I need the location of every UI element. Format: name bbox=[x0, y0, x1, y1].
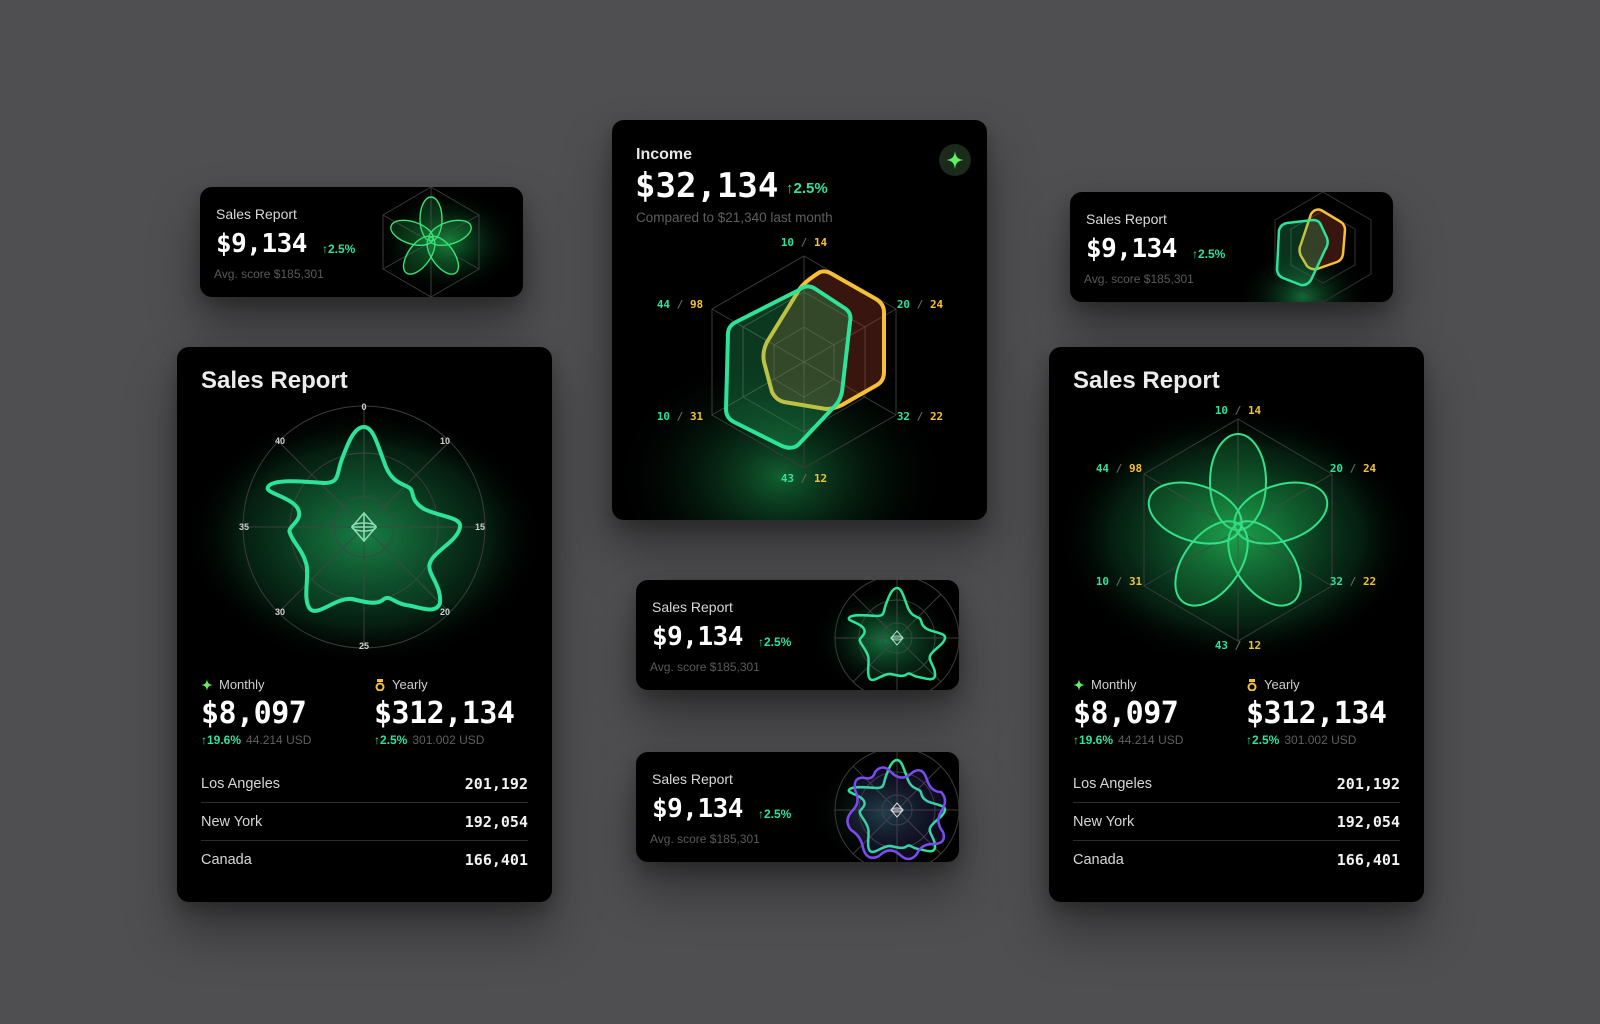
city-list: Los Angeles 201,192 New York 192,054 Canad… bbox=[201, 765, 528, 879]
sales-report-card-left[interactable]: Sales Report 0 10 bbox=[177, 347, 552, 902]
sales-amount: $9,134 bbox=[652, 794, 743, 824]
card-title: Sales Report bbox=[216, 206, 297, 222]
city-row[interactable]: Los Angeles 201,192 bbox=[201, 765, 528, 803]
diamond-logo-icon bbox=[350, 511, 378, 543]
petal-radar-chart: 10 / 14 20 / 24 32 / 22 43 / 12 10 / 31 … bbox=[1049, 402, 1424, 672]
avg-score: Avg. score $185,301 bbox=[214, 267, 324, 281]
diamond-logo-icon bbox=[890, 630, 904, 646]
svg-text:35: 35 bbox=[239, 522, 249, 532]
income-delta: ↑2.5% bbox=[786, 180, 828, 197]
svg-text:10 / 14: 10 / 14 bbox=[1215, 404, 1262, 417]
svg-text:32 / 22: 32 / 22 bbox=[1330, 575, 1376, 588]
city-row[interactable]: Los Angeles 201,192 bbox=[1073, 765, 1400, 803]
svg-text:25: 25 bbox=[359, 641, 369, 651]
monthly-label: Monthly bbox=[1091, 677, 1137, 692]
card-title: Sales Report bbox=[1086, 211, 1167, 227]
sparkle-icon bbox=[1073, 678, 1085, 691]
city-row[interactable]: Canada 166,401 bbox=[1073, 851, 1400, 869]
sales-report-card-small-mid-2[interactable]: Sales Report $9,134 ↑2.5% Avg. score $18… bbox=[636, 752, 959, 862]
avg-score: Avg. score $185,301 bbox=[650, 832, 760, 846]
sales-report-card-right[interactable]: Sales Report 10 / 14 20 / 24 32 / 2 bbox=[1049, 347, 1424, 902]
monthly-delta: ↑19.6% bbox=[1073, 733, 1114, 747]
monthly-value: $8,097 bbox=[1073, 696, 1179, 731]
yearly-delta: ↑2.5% bbox=[374, 733, 408, 747]
svg-text:20 / 24: 20 / 24 bbox=[897, 298, 944, 311]
sales-report-card-small-top-right[interactable]: Sales Report $9,134 ↑2.5% Avg. score $18… bbox=[1070, 192, 1393, 302]
sales-report-card-small-top-left[interactable]: Sales Report $9,134 ↑2.5% Avg. score $18… bbox=[200, 187, 523, 297]
wave-polar-thumbnail bbox=[809, 752, 959, 862]
income-axis-labels: 10 / 14 20 / 24 32 / 22 43 / 12 10 / 31 … bbox=[657, 236, 944, 485]
monthly-sub: 44.214 USD bbox=[246, 733, 312, 747]
delta-badge: ↑2.5% bbox=[1192, 247, 1226, 261]
svg-text:43 / 12: 43 / 12 bbox=[1215, 639, 1261, 652]
income-compare-text: Compared to $21,340 last month bbox=[636, 210, 833, 225]
monthly-delta: ↑19.6% bbox=[201, 733, 242, 747]
monthly-stat: Monthly $8,097 ↑19.6% 44.214 USD bbox=[1073, 677, 1183, 747]
sales-report-card-small-mid-1[interactable]: Sales Report $9,134 ↑2.5% Avg. score $18… bbox=[636, 580, 959, 690]
sales-amount: $9,134 bbox=[652, 622, 743, 652]
yearly-stat: Yearly $312,134 ↑2.5% 301.002 USD bbox=[1246, 677, 1387, 747]
card-title: Sales Report bbox=[201, 367, 348, 394]
monthly-label: Monthly bbox=[219, 677, 265, 692]
sparkle-icon bbox=[946, 151, 964, 169]
yearly-sub: 301.002 USD bbox=[412, 733, 485, 747]
income-title: Income bbox=[636, 146, 693, 163]
yearly-label: Yearly bbox=[392, 677, 428, 692]
card-title: Sales Report bbox=[652, 771, 733, 787]
diamond-logo-icon bbox=[890, 802, 904, 818]
svg-text:10 / 31: 10 / 31 bbox=[1096, 575, 1143, 588]
card-title: Sales Report bbox=[652, 599, 733, 615]
svg-text:40: 40 bbox=[275, 436, 285, 446]
svg-text:20: 20 bbox=[440, 607, 450, 617]
svg-text:32 / 22: 32 / 22 bbox=[897, 410, 943, 423]
dual-hexagon-radar-thumbnail bbox=[1243, 192, 1393, 302]
star-polar-thumbnail bbox=[809, 580, 959, 690]
polar-star-chart: 0 10 15 20 25 30 35 40 bbox=[177, 402, 552, 672]
svg-text:10: 10 bbox=[440, 436, 450, 446]
svg-text:10 / 14: 10 / 14 bbox=[781, 236, 828, 249]
yearly-label: Yearly bbox=[1264, 677, 1300, 692]
avg-score: Avg. score $185,301 bbox=[1084, 272, 1194, 286]
svg-text:44 / 98: 44 / 98 bbox=[657, 298, 703, 311]
polar-ticks: 0 10 15 20 25 30 35 40 bbox=[239, 402, 485, 651]
city-row[interactable]: New York 192,054 bbox=[1073, 803, 1400, 841]
city-list: Los Angeles 201,192 New York 192,054 Canad… bbox=[1073, 765, 1400, 879]
flower-radar-thumbnail bbox=[373, 187, 523, 297]
delta-badge: ↑2.5% bbox=[322, 242, 356, 256]
medal-icon bbox=[375, 678, 385, 691]
yearly-value: $312,134 bbox=[374, 696, 515, 731]
svg-text:44 / 98: 44 / 98 bbox=[1096, 462, 1142, 475]
sales-amount: $9,134 bbox=[1086, 234, 1177, 264]
petal-axis-labels: 10 / 14 20 / 24 32 / 22 43 / 12 10 / 31 … bbox=[1096, 404, 1377, 652]
svg-text:20 / 24: 20 / 24 bbox=[1330, 462, 1377, 475]
monthly-sub: 44.214 USD bbox=[1118, 733, 1184, 747]
sparkle-button[interactable] bbox=[939, 144, 971, 176]
yearly-value: $312,134 bbox=[1246, 696, 1387, 731]
city-row[interactable]: Canada 166,401 bbox=[201, 851, 528, 869]
svg-text:0: 0 bbox=[361, 402, 366, 412]
monthly-value: $8,097 bbox=[201, 696, 307, 731]
yearly-delta: ↑2.5% bbox=[1246, 733, 1280, 747]
yearly-sub: 301.002 USD bbox=[1284, 733, 1357, 747]
medal-icon bbox=[1247, 678, 1257, 691]
city-row[interactable]: New York 192,054 bbox=[201, 803, 528, 841]
delta-badge: ↑2.5% bbox=[758, 635, 792, 649]
sales-amount: $9,134 bbox=[216, 229, 307, 259]
svg-text:10 / 31: 10 / 31 bbox=[657, 410, 704, 423]
monthly-stat: Monthly $8,097 ↑19.6% 44.214 USD bbox=[201, 677, 311, 747]
svg-text:43 / 12: 43 / 12 bbox=[781, 472, 827, 485]
income-card[interactable]: Income $32,134 ↑2.5% Compared to $21,340… bbox=[612, 120, 987, 520]
sparkle-icon bbox=[201, 678, 213, 691]
card-title: Sales Report bbox=[1073, 367, 1220, 394]
avg-score: Avg. score $185,301 bbox=[650, 660, 760, 674]
svg-text:30: 30 bbox=[275, 607, 285, 617]
svg-text:15: 15 bbox=[475, 522, 485, 532]
income-amount: $32,134 bbox=[635, 166, 779, 206]
delta-badge: ↑2.5% bbox=[758, 807, 792, 821]
yearly-stat: Yearly $312,134 ↑2.5% 301.002 USD bbox=[374, 677, 515, 747]
income-radar-chart: 10 / 14 20 / 24 32 / 22 43 / 12 10 / 31 … bbox=[612, 230, 987, 520]
